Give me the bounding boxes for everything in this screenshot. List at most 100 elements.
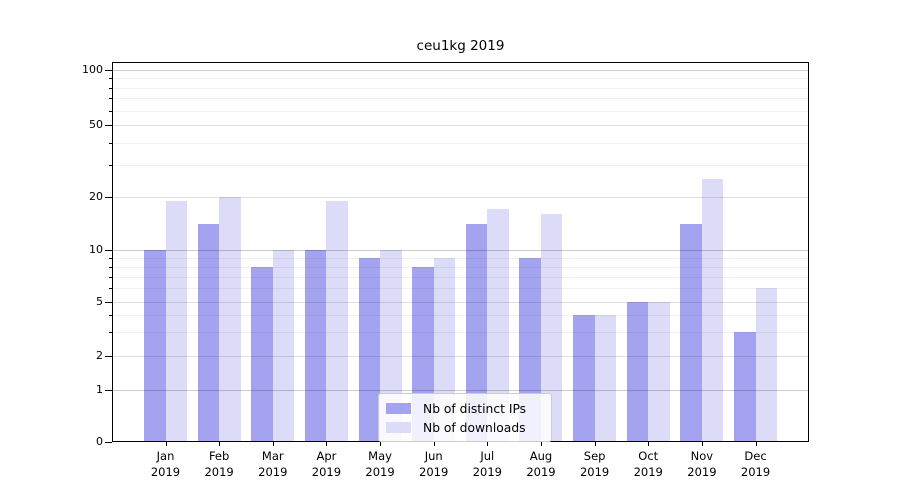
y-minor-tick bbox=[109, 332, 112, 334]
x-tick bbox=[272, 442, 274, 446]
bar-dec-distinct-ips bbox=[734, 332, 756, 441]
x-label-month: Mar bbox=[261, 449, 284, 463]
y-tick bbox=[105, 125, 112, 126]
x-tick bbox=[701, 442, 703, 446]
gridline-minor bbox=[112, 266, 809, 268]
gridline-major bbox=[112, 70, 809, 71]
x-label-year: 2019 bbox=[579, 464, 610, 479]
x-tick bbox=[380, 442, 382, 446]
x-label-month: Nov bbox=[690, 449, 714, 463]
gridline-major bbox=[112, 197, 809, 198]
gridline-minor bbox=[112, 142, 809, 144]
x-label-month: Apr bbox=[316, 449, 337, 463]
gridline-major bbox=[112, 125, 809, 126]
x-tick bbox=[594, 442, 596, 446]
y-tick bbox=[105, 197, 112, 198]
x-label-year: 2019 bbox=[633, 464, 663, 479]
y-tick bbox=[105, 70, 112, 71]
legend-row-distinct-ips: Nb of distinct IPs bbox=[386, 399, 542, 418]
x-tick bbox=[326, 442, 328, 446]
bar-sep-downloads bbox=[594, 315, 617, 441]
legend-swatch-distinct-ips bbox=[386, 403, 411, 414]
x-tick bbox=[540, 442, 542, 446]
legend-label-downloads: Nb of downloads bbox=[423, 420, 526, 435]
x-tick bbox=[648, 442, 650, 446]
y-tick bbox=[105, 356, 112, 357]
x-label-month: Jun bbox=[424, 449, 443, 463]
y-minor-tick bbox=[109, 276, 112, 278]
x-label-year: 2019 bbox=[472, 464, 502, 479]
gridline-minor bbox=[112, 110, 809, 112]
x-label-month: Aug bbox=[529, 449, 553, 463]
bar-jan-distinct-ips bbox=[144, 250, 166, 441]
x-tick bbox=[219, 442, 221, 446]
y-tick-label: 100 bbox=[82, 63, 103, 76]
bar-sep-distinct-ips bbox=[573, 315, 595, 441]
gridline-major bbox=[112, 356, 809, 357]
bar-aug-downloads bbox=[540, 214, 563, 441]
gridline-major bbox=[112, 250, 809, 251]
y-tick-label: 1 bbox=[96, 383, 103, 396]
y-tick-label: 50 bbox=[89, 118, 103, 131]
x-label-year: 2019 bbox=[419, 464, 449, 479]
y-tick-label: 0 bbox=[96, 435, 103, 448]
bar-jul-downloads bbox=[487, 209, 509, 441]
bar-jul-distinct-ips bbox=[465, 224, 488, 441]
x-label-month: May bbox=[368, 449, 392, 463]
legend-row-downloads: Nb of downloads bbox=[386, 418, 542, 437]
y-minor-tick bbox=[109, 87, 112, 89]
x-label-month: Dec bbox=[744, 449, 767, 463]
x-label-year: 2019 bbox=[526, 464, 556, 479]
bar-mar-downloads bbox=[272, 250, 295, 441]
bar-mar-distinct-ips bbox=[251, 266, 273, 441]
x-label-year: 2019 bbox=[311, 464, 342, 479]
y-tick-label: 2 bbox=[96, 349, 103, 362]
x-label-year: 2019 bbox=[365, 464, 395, 479]
x-tick-label: Nov 2019 bbox=[674, 449, 730, 480]
y-minor-tick bbox=[109, 98, 112, 100]
x-label-year: 2019 bbox=[258, 464, 288, 479]
bar-nov-distinct-ips bbox=[680, 224, 702, 441]
y-minor-tick bbox=[109, 110, 112, 112]
y-minor-tick bbox=[109, 315, 112, 317]
x-tick-label: Dec 2019 bbox=[728, 449, 784, 480]
x-tick-label: May 2019 bbox=[352, 449, 408, 480]
legend-swatch-downloads bbox=[386, 422, 411, 433]
x-tick-label: Aug 2019 bbox=[513, 449, 569, 480]
x-tick-label: Apr 2019 bbox=[298, 449, 354, 480]
x-label-month: Feb bbox=[208, 449, 230, 463]
y-minor-tick bbox=[109, 288, 112, 290]
bar-nov-downloads bbox=[701, 179, 724, 441]
gridline-minor bbox=[112, 257, 809, 259]
gridline-minor bbox=[112, 288, 809, 290]
y-minor-tick bbox=[109, 165, 112, 167]
x-label-year: 2019 bbox=[740, 464, 771, 479]
bar-apr-downloads bbox=[326, 200, 348, 441]
y-tick-label: 20 bbox=[89, 190, 103, 203]
y-tick bbox=[105, 250, 112, 251]
gridline-minor bbox=[112, 165, 809, 167]
y-minor-tick bbox=[109, 78, 112, 80]
x-tick bbox=[755, 442, 757, 446]
x-label-year: 2019 bbox=[204, 464, 234, 479]
x-tick bbox=[487, 442, 489, 446]
x-tick-label: Feb 2019 bbox=[191, 449, 247, 480]
bar-apr-distinct-ips bbox=[304, 250, 327, 441]
y-tick-label: 5 bbox=[96, 295, 103, 308]
x-tick-label: Jul 2019 bbox=[459, 449, 515, 480]
y-minor-tick bbox=[109, 266, 112, 268]
y-minor-tick bbox=[109, 257, 112, 259]
gridline-minor bbox=[112, 332, 809, 334]
x-tick-label: Jan 2019 bbox=[138, 449, 194, 480]
legend-label-distinct-ips: Nb of distinct IPs bbox=[423, 401, 527, 416]
bar-dec-downloads bbox=[755, 288, 778, 441]
gridline-minor bbox=[112, 276, 809, 278]
gridline-major bbox=[112, 390, 809, 391]
gridline-minor bbox=[112, 78, 809, 80]
x-tick-label: Sep 2019 bbox=[567, 449, 623, 480]
x-label-month: Jan bbox=[156, 449, 175, 463]
gridline-major bbox=[112, 302, 809, 303]
x-label-month: Jul bbox=[480, 449, 495, 463]
bar-oct-downloads bbox=[648, 302, 670, 441]
